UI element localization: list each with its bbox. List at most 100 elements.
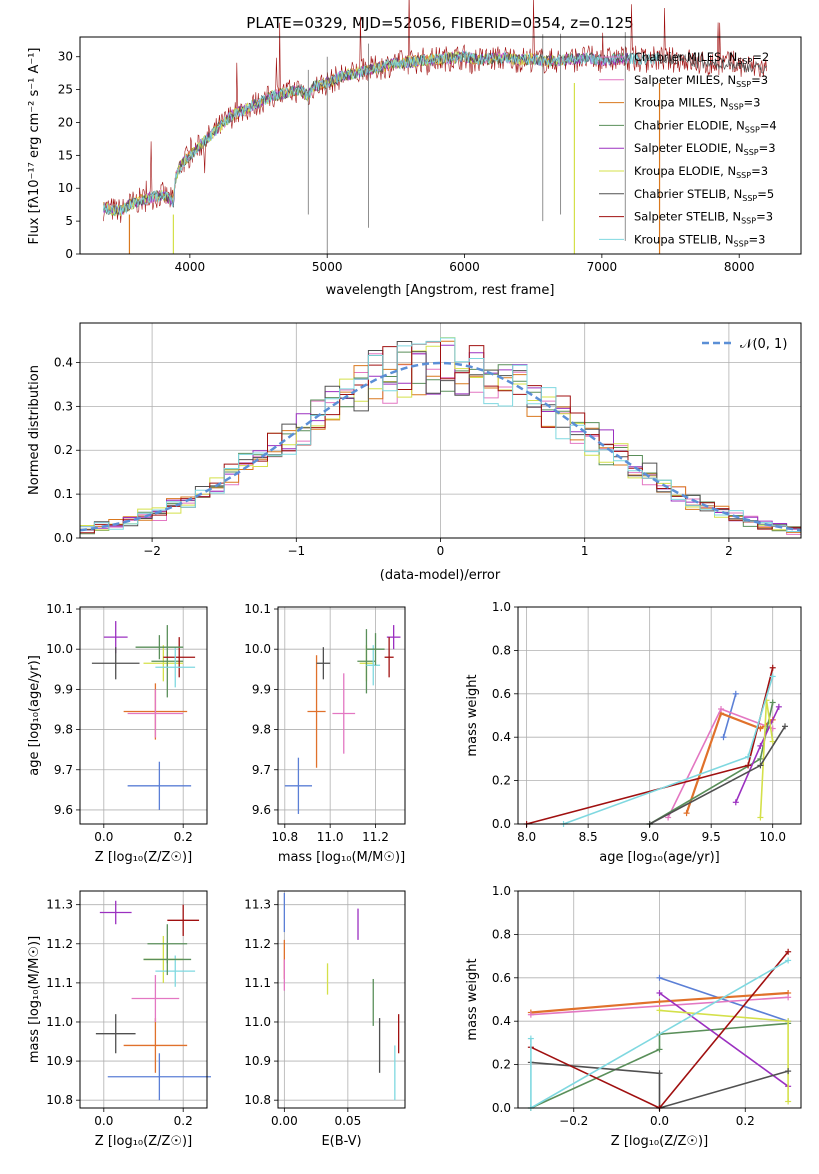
y-tick-label: 0.3 xyxy=(54,399,73,413)
y-tick-label: 1.0 xyxy=(492,600,511,614)
y-tick-label: 0.1 xyxy=(54,487,73,501)
x-axis-label: Z [log₁₀(Z/Z☉)] xyxy=(95,1134,192,1149)
y-axis-label: mass weight xyxy=(465,674,480,756)
y-tick-label: 11.1 xyxy=(46,976,73,990)
y-axis-label: mass weight xyxy=(465,958,480,1040)
spectrum-panel: PLATE=0329, MJD=52056, FIBERID=0354, z=0… xyxy=(27,0,802,298)
z-age-panel: 0.0 0.2 9.6 9.7 9.8 9.9 10.0 10.1 Z [log₁₀(Z/Z☉)… xyxy=(27,602,208,865)
x-tick-label: −1 xyxy=(287,544,305,558)
x-tick-label: 0.2 xyxy=(174,830,193,844)
mass-age-panel: 10.8 11.0 11.2 9.6 9.7 9.8 9.9 10.0 10.1 mass [lo… xyxy=(244,602,406,865)
x-tick-label: 0.0 xyxy=(94,830,113,844)
x-tick-label: 0.00 xyxy=(271,1114,298,1128)
x-axis-label: Z [log₁₀(Z/Z☉)] xyxy=(611,1134,708,1149)
spectrum-title: PLATE=0329, MJD=52056, FIBERID=0354, z=0… xyxy=(246,14,633,32)
y-tick-label: 10.0 xyxy=(46,642,73,656)
spectrum-ylabel: Flux [fλ10⁻¹⁷ erg cm⁻² s⁻¹ A⁻¹] xyxy=(27,48,42,245)
age-weight-panel: 8.0 8.5 9.0 9.5 10.0 0.0 0.2 0.4 0.6 0.8 1.0 age [l… xyxy=(465,600,802,865)
x-tick-label: 10.8 xyxy=(271,830,298,844)
y-tick-label: 0.6 xyxy=(492,687,511,701)
y-tick-label: 10.8 xyxy=(46,1093,73,1107)
y-tick-label: 9.9 xyxy=(252,682,271,696)
y-tick-label: 0.4 xyxy=(492,1014,511,1028)
x-tick-label: 11.2 xyxy=(362,830,389,844)
y-tick-label: 10.9 xyxy=(244,1054,271,1068)
y-tick-label: 10.9 xyxy=(46,1054,73,1068)
histogram-step xyxy=(80,341,801,534)
weight-series-line xyxy=(659,977,789,1022)
y-tick-label: 10.1 xyxy=(244,602,271,616)
x-tick-label: −2 xyxy=(143,544,161,558)
y-tick-label: 11.2 xyxy=(46,937,73,951)
spectrum-xlabel: wavelength [Angstrom, rest frame] xyxy=(326,283,555,298)
y-tick-label: 1.0 xyxy=(492,884,511,898)
axes-frame xyxy=(277,606,406,825)
x-tick-label: 9.0 xyxy=(640,830,659,844)
y-tick-label: 9.6 xyxy=(54,803,73,817)
x-tick-label: 0.2 xyxy=(736,1114,755,1128)
y-tick-label: 25 xyxy=(58,83,73,97)
weight-series-line xyxy=(659,992,789,1087)
x-tick-label: 8.0 xyxy=(517,830,536,844)
histogram-xlabel: (data-model)/error xyxy=(380,568,501,583)
x-axis-label: mass [log₁₀(M/M☉)] xyxy=(278,850,405,865)
x-tick-label: 0 xyxy=(437,544,445,558)
histogram-step xyxy=(80,337,801,532)
y-tick-label: 20 xyxy=(58,115,73,129)
y-tick-label: 9.9 xyxy=(54,682,73,696)
y-tick-label: 9.7 xyxy=(252,763,271,777)
x-tick-label: 10.0 xyxy=(759,830,786,844)
x-axis-label: E(B-V) xyxy=(321,1134,361,1149)
y-tick-label: 0.0 xyxy=(54,531,73,545)
axes-frame xyxy=(79,890,208,1109)
ebv-mass-panel: 0.00 0.05 10.8 10.9 11.0 11.1 11.2 11.3 E(B-V) xyxy=(244,890,406,1149)
weight-series-line xyxy=(685,711,774,814)
x-tick-label: 8.5 xyxy=(579,830,598,844)
y-tick-label: 11.0 xyxy=(46,1015,73,1029)
y-tick-label: 9.8 xyxy=(54,723,73,737)
axes-frame xyxy=(79,606,208,825)
y-tick-label: 0.2 xyxy=(54,443,73,457)
x-tick-label: 1 xyxy=(581,544,589,558)
y-tick-label: 0.4 xyxy=(492,730,511,744)
spectrum-model-line xyxy=(103,0,767,223)
legend-entry: Chabrier MILES, NSSP=2 xyxy=(634,50,769,66)
y-tick-label: 9.6 xyxy=(252,803,271,817)
y-axis-label: age [log₁₀(age/yr)] xyxy=(27,655,42,776)
y-tick-label: 10.0 xyxy=(244,642,271,656)
weight-series-line xyxy=(530,996,789,1016)
x-tick-label: 6000 xyxy=(449,260,480,274)
y-tick-label: 10.8 xyxy=(244,1093,271,1107)
z-weight-panel: −0.2 0.0 0.2 0.0 0.2 0.4 0.6 0.8 1.0 Z [log₁₀(Z/Z… xyxy=(465,884,802,1149)
legend-entry: Chabrier STELIB, NSSP=5 xyxy=(634,187,774,203)
legend-entry: Salpeter ELODIE, NSSP=3 xyxy=(634,141,776,157)
y-tick-label: 10.1 xyxy=(46,602,73,616)
x-tick-label: 0.2 xyxy=(174,1114,193,1128)
spectrum-axes-frame xyxy=(79,36,802,255)
y-tick-label: 0.0 xyxy=(492,817,511,831)
y-tick-label: 15 xyxy=(58,148,73,162)
y-tick-label: 0.4 xyxy=(54,355,73,369)
y-tick-label: 0.2 xyxy=(492,774,511,788)
y-tick-label: 9.8 xyxy=(252,723,271,737)
legend-entry: Kroupa ELODIE, NSSP=3 xyxy=(634,164,768,180)
x-tick-label: 2 xyxy=(725,544,733,558)
x-tick-label: 11.0 xyxy=(317,830,344,844)
x-tick-label: 9.5 xyxy=(702,830,721,844)
y-tick-label: 0.6 xyxy=(492,971,511,985)
histogram-ylabel: Normed distribution xyxy=(27,365,42,495)
x-tick-label: 0.05 xyxy=(334,1114,361,1128)
legend-entry: Chabrier ELODIE, NSSP=4 xyxy=(634,118,777,134)
x-tick-label: 0.0 xyxy=(94,1114,113,1128)
spectrum-model-line xyxy=(102,50,660,216)
y-tick-label: 11.2 xyxy=(244,937,271,951)
spectrum-legend: Chabrier MILES, NSSP=2 Salpeter MILES, NS… xyxy=(599,50,777,248)
x-tick-label: 5000 xyxy=(312,260,343,274)
y-axis-label: mass [log₁₀(M/M☉)] xyxy=(27,936,42,1063)
axes-frame xyxy=(517,606,802,825)
y-tick-label: 11.3 xyxy=(46,898,73,912)
legend-entry: Salpeter STELIB, NSSP=3 xyxy=(634,210,773,226)
y-tick-label: 10 xyxy=(58,181,73,195)
y-tick-label: 0.2 xyxy=(492,1058,511,1072)
